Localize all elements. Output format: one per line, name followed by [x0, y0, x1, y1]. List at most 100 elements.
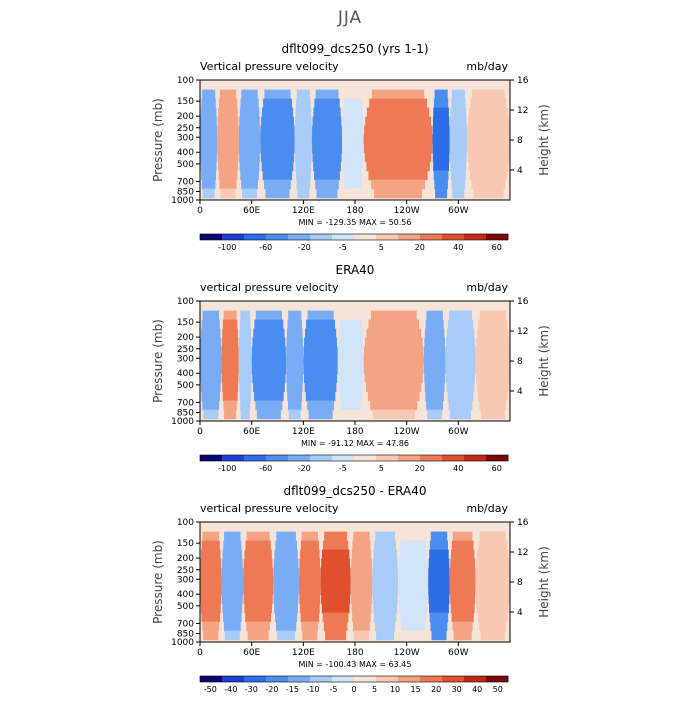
velocity-cell: [202, 310, 219, 321]
velocity-cell: [239, 328, 252, 339]
colorbar-swatch: [486, 676, 509, 682]
velocity-cell: [315, 179, 339, 190]
velocity-cell: [372, 558, 398, 569]
velocity-cell: [475, 567, 510, 578]
velocity-cell: [350, 576, 373, 587]
velocity-cell: [273, 594, 299, 605]
velocity-cell: [451, 612, 474, 623]
velocity-cell: [432, 125, 450, 136]
x-tick-label: 180: [346, 648, 363, 658]
colorbar-label: 60: [492, 243, 502, 252]
y-tick-label: 300: [177, 133, 194, 143]
velocity-cell: [471, 179, 506, 190]
colorbar-swatch: [266, 676, 289, 682]
velocity-cell: [477, 328, 509, 339]
y-tick-label: 850: [177, 630, 194, 640]
velocity-cell: [218, 170, 238, 181]
colorbar-label: -60: [259, 243, 272, 252]
velocity-cell: [311, 134, 342, 145]
colorbar-label: 40: [472, 685, 482, 694]
velocity-cell: [450, 161, 467, 172]
velocity-cell: [342, 125, 364, 136]
velocity-cell: [433, 107, 449, 118]
y-tick-label: 1000: [171, 638, 194, 648]
velocity-cell: [313, 107, 341, 118]
velocity-cell: [446, 328, 475, 339]
velocity-cell: [340, 310, 361, 321]
velocity-cell: [303, 346, 338, 357]
colorbar-swatch: [464, 234, 487, 240]
velocity-cell: [314, 98, 340, 109]
y-tick-label: 1000: [171, 196, 194, 206]
velocity-cell: [286, 382, 303, 393]
velocity-cell: [472, 89, 505, 100]
y-tick-label-right: 12: [517, 327, 528, 337]
x-tick-label: 120E: [292, 427, 315, 437]
velocity-cell: [242, 188, 257, 199]
velocity-cell: [374, 540, 396, 551]
velocity-cell: [240, 400, 251, 411]
velocity-cell: [449, 585, 476, 596]
velocity-cell: [223, 621, 241, 632]
velocity-cell: [240, 409, 250, 420]
velocity-cell: [323, 540, 349, 551]
velocity-cell: [217, 116, 239, 127]
colorbar-label: 30: [452, 685, 462, 694]
velocity-cell: [221, 346, 239, 357]
velocity-cell: [372, 594, 398, 605]
velocity-cell: [307, 400, 334, 411]
velocity-cell: [243, 576, 274, 587]
velocity-cell: [201, 549, 221, 560]
velocity-cell: [301, 531, 318, 542]
velocity-cell: [200, 594, 222, 605]
velocity-cell: [260, 134, 295, 145]
velocity-cell: [339, 319, 362, 330]
velocity-cell: [350, 585, 373, 596]
panel-title: dflt099_dcs250 (yrs 1-1): [281, 42, 429, 56]
velocity-cell: [425, 391, 444, 402]
velocity-cell: [374, 188, 422, 199]
velocity-cell: [276, 531, 296, 542]
velocity-cell: [473, 188, 504, 199]
velocity-cell: [305, 328, 337, 339]
velocity-cell: [200, 558, 222, 569]
colorbar-label: 10: [390, 685, 400, 694]
velocity-cell: [286, 337, 303, 348]
colorbar-frame: [199, 233, 509, 241]
x-tick-label: 60W: [448, 648, 468, 658]
velocity-cell: [480, 630, 505, 641]
x-tick-label: 120E: [292, 648, 315, 658]
velocity-cell: [238, 364, 252, 375]
velocity-cell: [286, 328, 303, 339]
y-tick-label-right: 4: [517, 387, 523, 397]
velocity-cell: [200, 567, 222, 578]
velocity-cell: [401, 621, 425, 632]
y-axis-title: Pressure (mb): [151, 540, 165, 624]
colorbar-label: 5: [372, 685, 377, 694]
velocity-cell: [467, 116, 509, 127]
velocity-cell: [351, 594, 372, 605]
velocity-cell: [470, 170, 507, 181]
velocity-cell: [252, 337, 286, 348]
velocity-cell: [447, 319, 474, 330]
velocity-cell: [398, 594, 428, 605]
velocity-cell: [366, 328, 421, 339]
velocity-cell: [352, 540, 371, 551]
colorbar-label: 20: [415, 464, 425, 473]
velocity-cell: [477, 549, 509, 560]
velocity-cell: [366, 161, 430, 172]
velocity-cell: [366, 382, 422, 393]
colorbar-label: -50: [204, 685, 217, 694]
velocity-cell: [366, 107, 430, 118]
y-tick-label-right: 12: [517, 548, 528, 558]
velocity-cell: [451, 549, 475, 560]
velocity-cell: [323, 621, 348, 632]
velocity-cell: [274, 603, 298, 614]
velocity-cell: [449, 576, 476, 587]
velocity-cell: [321, 603, 350, 614]
page-title: JJA: [337, 8, 363, 28]
velocity-cell: [475, 355, 510, 366]
velocity-cell: [295, 152, 312, 163]
velocity-cell: [238, 134, 261, 145]
colorbar-swatch: [398, 676, 421, 682]
